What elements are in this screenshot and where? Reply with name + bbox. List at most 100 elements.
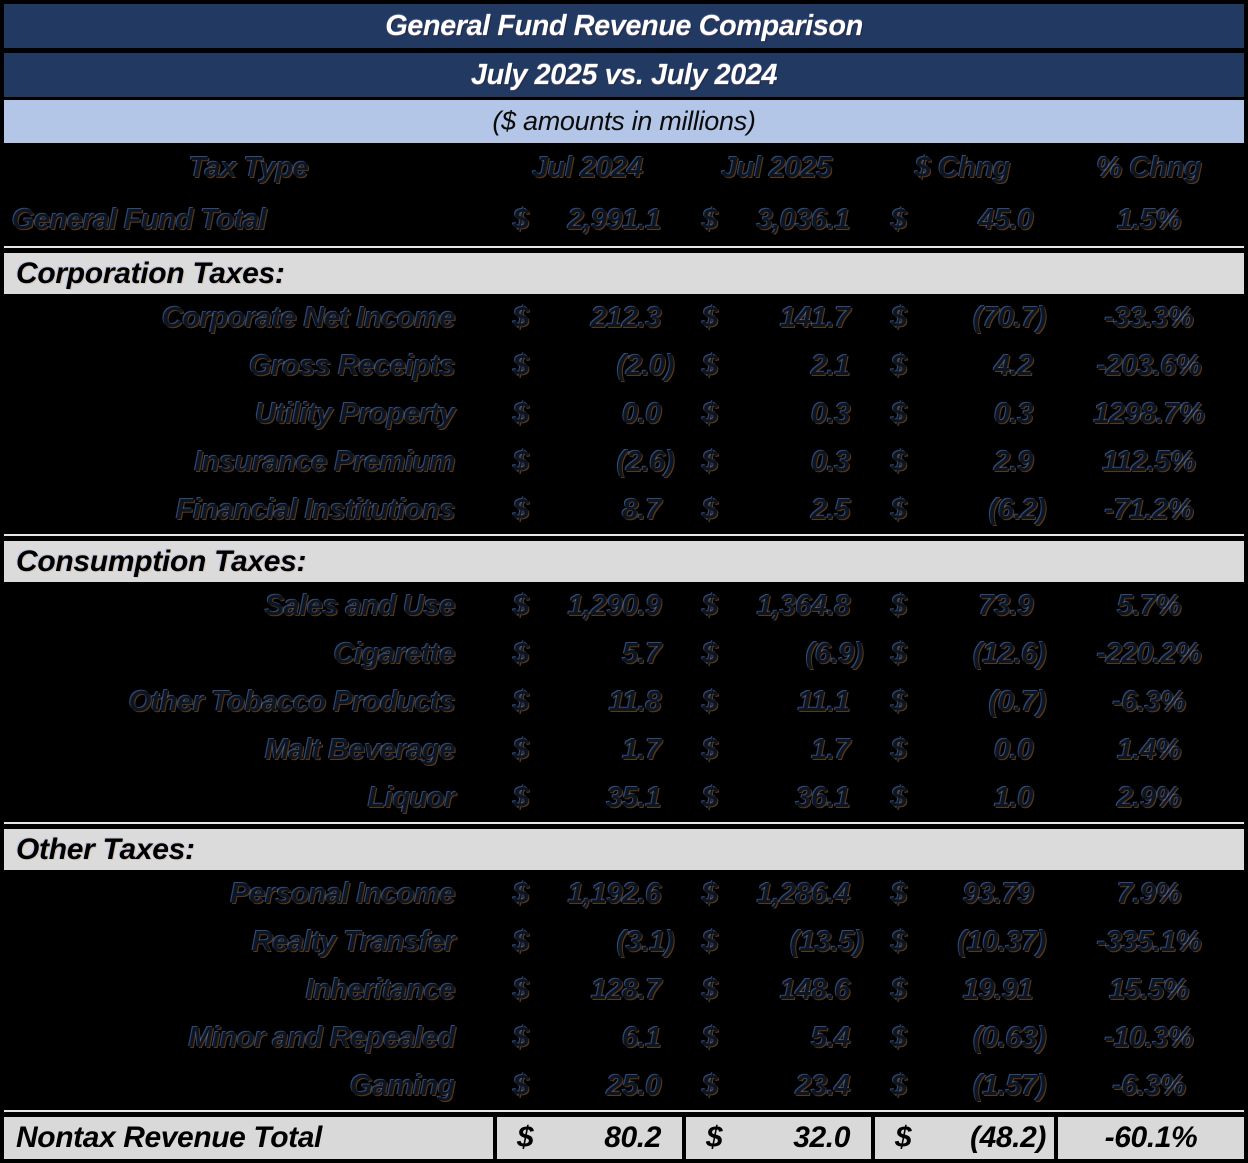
table-row: Cigarette $5.7 $ (6.9) $ (12.6) -220.2% [4, 630, 1244, 678]
amount-value: (1.57) [973, 1069, 1046, 1102]
dollar-sign: $ [513, 733, 529, 766]
table-row: Inheritance $128.7 $148.6 $19.91 15.5% [4, 966, 1244, 1014]
cell-jul-2024: $ 2,991.1 [493, 204, 682, 237]
row-label: Sales and Use [264, 589, 456, 622]
cell-jul-2024: $ 80.2 [493, 1117, 682, 1159]
cell-jul-2024: $212.3 [493, 302, 682, 335]
row-label: Personal Income [230, 877, 455, 910]
dollar-sign: $ [702, 493, 718, 526]
subtitle: July 2025 vs. July 2024 [4, 53, 1244, 97]
amount-value: 0.3 [994, 397, 1033, 430]
dollar-sign: $ [513, 637, 529, 670]
cell-dollar-chng: $19.91 [871, 974, 1054, 1007]
dollar-sign: $ [513, 1069, 529, 1102]
amount-value: 1.7 [811, 733, 850, 766]
amount-value: 1,364.8 [756, 589, 851, 622]
column-header-dollar-chng: $ Chng [914, 152, 1011, 184]
amount-value: 1,290.9 [567, 589, 662, 622]
column-header-tax-type: Tax Type [188, 152, 309, 184]
cell-dollar-chng: $ (70.7) [871, 302, 1054, 335]
cell-jul-2024: $0.0 [493, 398, 682, 431]
dollar-sign: $ [891, 397, 907, 430]
dollar-sign: $ [702, 203, 718, 236]
amount-value: (3.1) [616, 925, 675, 958]
cell-jul-2024: $6.1 [493, 1022, 682, 1055]
row-label: Cigarette [333, 637, 456, 670]
cell-pct-chng: 15.5% [1109, 973, 1189, 1006]
amount-value: 2.5 [811, 493, 850, 526]
dollar-sign: $ [702, 1069, 718, 1102]
amount-value: 25.0 [606, 1069, 662, 1102]
dollar-sign: $ [702, 637, 718, 670]
cell-dollar-chng: $ (12.6) [871, 638, 1054, 671]
dollar-sign: $ [513, 925, 529, 958]
dollar-sign: $ [513, 301, 529, 334]
dollar-sign: $ [702, 877, 718, 910]
amount-value: 73.9 [978, 589, 1034, 622]
row-label: Insurance Premium [194, 445, 455, 478]
dollar-sign: $ [702, 925, 718, 958]
dollar-sign: $ [891, 877, 907, 910]
cell-jul-2025: $36.1 [682, 782, 871, 815]
cell-jul-2024: $8.7 [493, 494, 682, 527]
page-title: General Fund Revenue Comparison [4, 4, 1244, 48]
cell-jul-2025: $11.1 [682, 686, 871, 719]
cell-jul-2024: $ (2.6) [493, 446, 682, 479]
amount-value: 0.0 [994, 733, 1033, 766]
table-row: Minor and Repealed $6.1 $5.4 $ (0.63) -10… [4, 1014, 1244, 1062]
amount-value: 128.7 [590, 973, 662, 1006]
dollar-sign: $ [702, 781, 718, 814]
dollar-sign: $ [891, 973, 907, 1006]
dollar-sign: $ [891, 925, 907, 958]
amount-value: 4.2 [994, 349, 1033, 382]
cell-pct-chng: -71.2% [1104, 493, 1194, 526]
cell-pct-chng: -6.3% [1112, 685, 1186, 718]
amount-value: 93.79 [962, 877, 1034, 910]
cell-pct-chng: -60.1% [1054, 1117, 1244, 1159]
cell-dollar-chng: $93.79 [871, 878, 1054, 911]
cell-dollar-chng: $ (6.2) [871, 494, 1054, 527]
amount-value: 0.3 [811, 445, 850, 478]
amount-value: 45.0 [978, 203, 1034, 236]
amount-value: (70.7) [973, 301, 1046, 334]
dollar-sign: $ [702, 1021, 718, 1054]
cell-pct-chng: -335.1% [1096, 925, 1202, 958]
row-label: Gross Receipts [249, 349, 455, 382]
dollar-sign: $ [702, 397, 718, 430]
cell-jul-2025: $141.7 [682, 302, 871, 335]
table-row: Insurance Premium $ (2.6) $0.3 $2.9 112.5… [4, 438, 1244, 486]
cell-jul-2025: $5.4 [682, 1022, 871, 1055]
cell-jul-2024: $ (3.1) [493, 926, 682, 959]
dollar-sign: $ [702, 733, 718, 766]
row-label: General Fund Total [12, 203, 267, 236]
dollar-sign: $ [702, 973, 718, 1006]
section-header-other-taxes: Other Taxes: [4, 822, 1244, 870]
row-label: Utility Property [255, 397, 455, 430]
cell-pct-chng: 2.9% [1116, 781, 1182, 814]
cell-dollar-chng: $ (1.57) [871, 1070, 1054, 1103]
dollar-sign: $ [513, 349, 529, 382]
cell-jul-2024: $1,192.6 [493, 878, 682, 911]
dollar-sign: $ [517, 1121, 534, 1154]
amount-value: 3,036.1 [756, 203, 851, 236]
cell-pct-chng: -203.6% [1096, 349, 1202, 382]
dollar-sign: $ [895, 1121, 912, 1154]
grand-total-row: General Fund Total $ 2,991.1 $ 3,036.1 $… [4, 194, 1244, 246]
row-label: Realty Transfer [251, 925, 456, 958]
table-row: Utility Property $0.0 $0.3 $0.3 1298.7% [4, 390, 1244, 438]
cell-dollar-chng: $1.0 [871, 782, 1054, 815]
row-label: Malt Beverage [264, 733, 456, 766]
table-row: Gross Receipts $ (2.0) $2.1 $4.2 -203.6% [4, 342, 1244, 390]
dollar-sign: $ [891, 1069, 907, 1102]
cell-jul-2025: $1,364.8 [682, 590, 871, 623]
dollar-sign: $ [513, 203, 529, 236]
amount-value: (6.2) [988, 493, 1047, 526]
cell-jul-2024: $ (2.0) [493, 350, 682, 383]
cell-jul-2024: $25.0 [493, 1070, 682, 1103]
cell-pct-chng: 5.7% [1116, 589, 1182, 622]
cell-jul-2025: $ 3,036.1 [682, 204, 871, 237]
amount-value: (0.63) [973, 1021, 1046, 1054]
cell-jul-2024: $1,290.9 [493, 590, 682, 623]
cell-jul-2024: $128.7 [493, 974, 682, 1007]
dollar-sign: $ [891, 203, 907, 236]
